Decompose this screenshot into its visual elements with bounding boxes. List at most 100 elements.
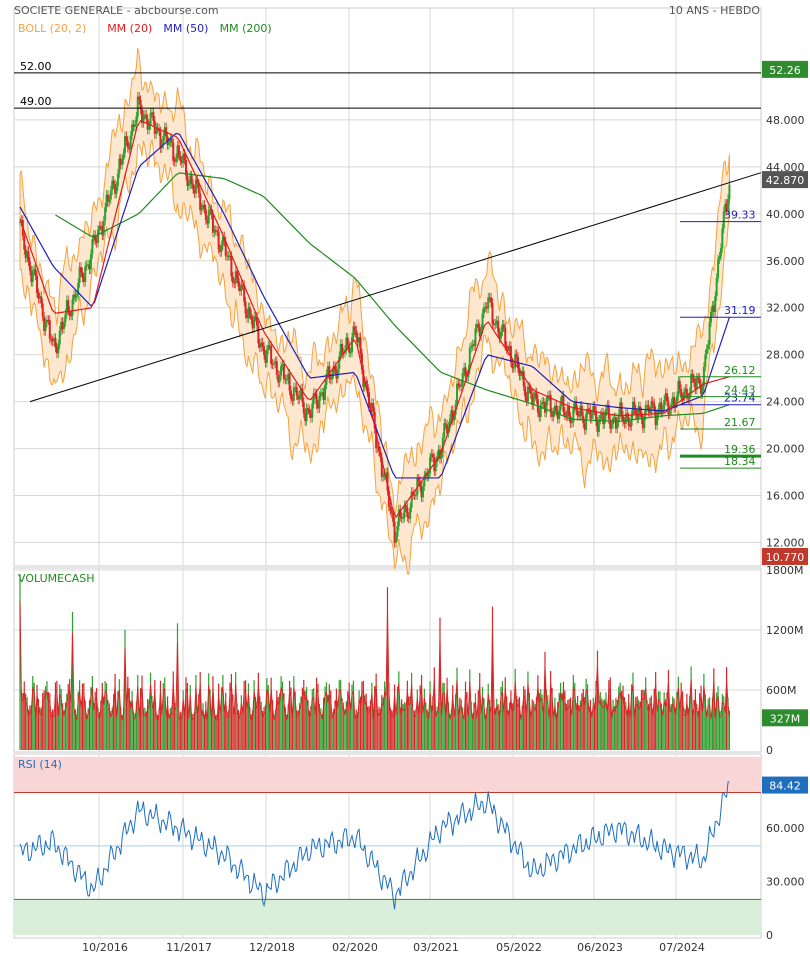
volume-bar [436,706,438,750]
candle-body [268,345,271,347]
volume-bar [310,706,312,750]
y-tick-label: 32.000 [766,302,805,315]
volume-bar [209,689,211,750]
candle-body [487,297,490,309]
candle-body [116,173,119,187]
candle-body [674,403,677,408]
volume-bar [443,682,445,750]
volume-bar [561,693,563,750]
volume-bar [490,707,492,750]
candle-body [244,301,247,314]
candle-body [81,272,84,278]
volume-bar [464,681,467,750]
volume-bar [342,702,345,750]
candle-body [346,337,349,346]
volume-bar [659,691,661,750]
candle-body [727,199,730,211]
volume-bar [708,697,711,750]
candle-body [698,378,701,385]
candle-body [106,194,109,202]
volume-bar [395,709,397,750]
candle-body [535,392,538,400]
volume-bar [26,697,28,750]
volume-bar [670,704,672,750]
x-tick-label: 11/2017 [166,941,212,954]
candle-body [585,413,588,430]
candle-body [210,209,213,215]
candle-body [511,362,514,369]
candle-body [666,393,669,402]
x-tick-label: 05/2022 [496,941,542,954]
volume-bar [249,707,251,750]
candle-body [637,406,640,419]
candle-body [648,411,651,413]
volume-bar [269,705,271,750]
volume-bar [497,704,499,750]
volume-bar [445,708,447,750]
volume-bar [307,700,309,750]
volume-bar [682,691,684,750]
volume-bar [577,695,579,750]
rsi-title: RSI (14) [18,758,62,771]
candle-body [375,428,378,449]
volume-bar [196,707,198,750]
candle-body [596,421,599,432]
candle-body [126,141,129,148]
volume-bar [673,698,675,750]
volume-bar [571,710,573,750]
volume-bar [676,691,678,750]
candle-body [72,294,75,300]
volume-bar [690,666,692,750]
volume-bar [694,689,696,750]
volume-bar [528,692,530,750]
candle-body [593,405,596,411]
candle-body [125,136,128,142]
volume-bar [724,706,726,750]
candle-body [688,392,691,400]
candle-body [264,354,267,363]
candle-body [363,381,366,387]
candle-body [539,404,542,417]
volume-bar [454,694,457,750]
badge-last [762,171,808,189]
candle-body [643,415,646,429]
candle-body [304,413,307,422]
candle-body [197,183,200,194]
level-label: 24.43 [724,384,756,397]
candle-body [292,387,295,401]
candle-body [236,271,239,279]
volume-bar [215,714,217,750]
candle-body [288,373,291,391]
volume-bar [469,669,471,750]
candle-body [104,207,107,221]
candle-body [606,404,609,409]
candle-body [512,367,515,369]
candle-body [600,412,603,416]
y-tick-label: 12.000 [766,537,805,550]
volume-bar [559,682,562,750]
candle-body [183,153,186,160]
volume-bar [43,690,45,750]
candle-body [311,403,314,418]
volume-bar [611,712,613,750]
candle-body [464,367,467,376]
candle-body [319,392,322,396]
rsi-oversold-zone [14,899,761,935]
volume-bar [148,700,150,750]
candle-body [680,388,683,398]
candle-body [111,180,114,191]
volume-bar [96,688,98,750]
volume-bar [385,687,387,750]
volume-bar [542,706,545,750]
volume-bar [172,671,174,750]
candle-body [209,209,212,211]
candle-body [75,295,78,298]
candle-body [230,255,233,277]
candle-body [556,410,559,419]
volume-bar [649,697,651,750]
volume-bar [36,684,38,750]
volume-bar [592,697,594,750]
legend-item: MM (200) [220,22,272,35]
candle-body [329,378,332,380]
